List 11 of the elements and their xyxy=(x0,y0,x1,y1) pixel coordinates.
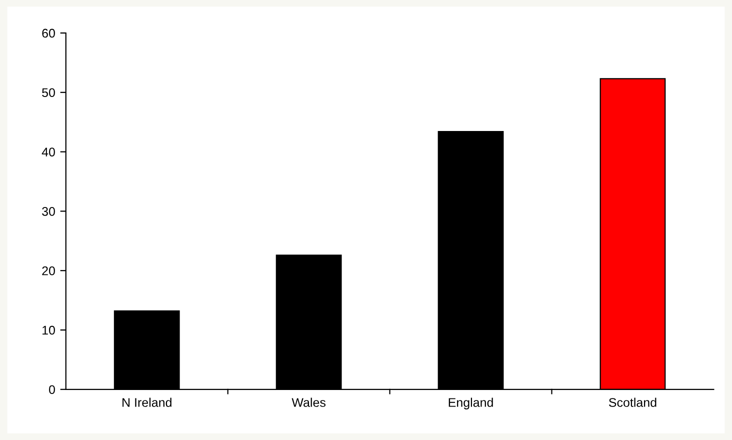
y-tick-label: 60 xyxy=(42,28,55,38)
y-tick-label: 20 xyxy=(42,266,55,276)
x-tick-label: Wales xyxy=(292,398,326,407)
x-tick-label: England xyxy=(448,398,493,410)
y-tick-label: 40 xyxy=(42,148,55,156)
y-tick-label: 30 xyxy=(42,207,55,216)
x-tick-label: Scotland xyxy=(608,398,656,407)
y-tick-label: 10 xyxy=(42,326,55,335)
x-tick-label: N Ireland xyxy=(122,398,172,407)
y-tick-label: 50 xyxy=(42,88,55,98)
y-tick-label: 0 xyxy=(49,385,55,394)
